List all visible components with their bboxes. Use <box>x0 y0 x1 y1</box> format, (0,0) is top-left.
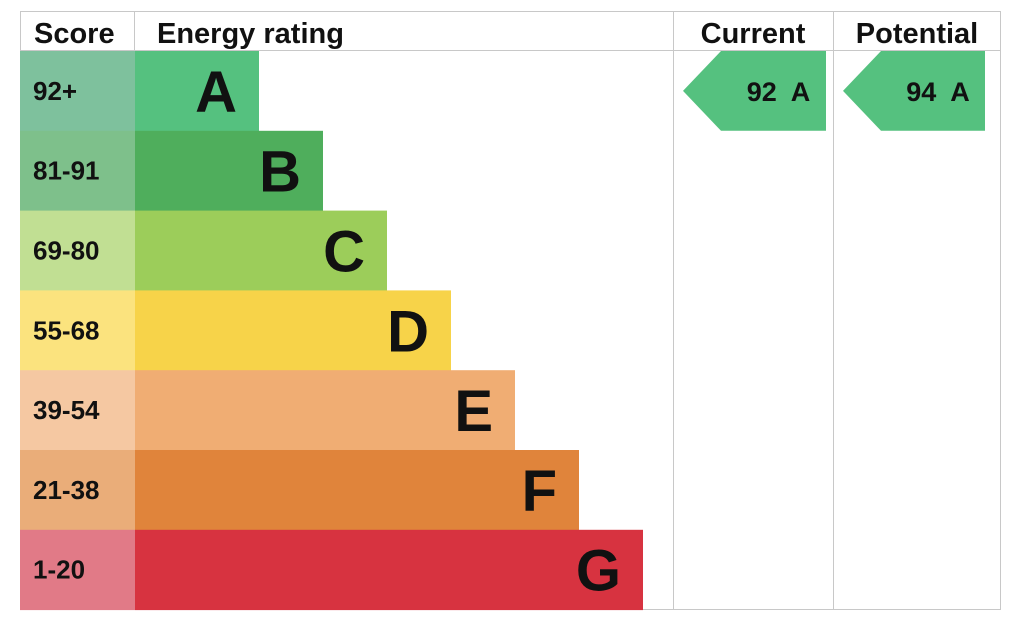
band-letter-c: C <box>323 220 365 285</box>
potential-arrow <box>843 51 985 131</box>
band-letter-b: B <box>259 140 301 205</box>
score-cell-b <box>20 130 135 212</box>
rating-indicators: 92 A 94 A <box>683 51 985 131</box>
score-range-b: 81-91 <box>33 156 100 186</box>
header-energy-rating: Energy rating <box>157 18 344 50</box>
score-range-f: 21-38 <box>33 475 100 505</box>
band-bar-d <box>135 290 451 371</box>
band-bar-f <box>135 450 579 531</box>
band-letter-a: A <box>195 60 237 125</box>
current-value-label: 92 A <box>747 77 811 107</box>
score-range-c: 69-80 <box>33 236 100 266</box>
score-cell-a <box>20 51 135 132</box>
header-current: Current <box>701 18 806 50</box>
header-potential: Potential <box>856 18 978 50</box>
score-range-e: 39-54 <box>33 395 100 425</box>
current-arrow <box>683 51 826 131</box>
score-cell-f <box>20 450 135 531</box>
rating-bands: 92+ A 81-91 B 69-80 C 55-68 D 39-54 E 21-38 F 1-20 G <box>20 51 643 611</box>
score-range-d: 55-68 <box>33 315 100 345</box>
score-range-g: 1-20 <box>33 555 85 585</box>
score-cell-e <box>20 370 135 451</box>
band-letter-d: D <box>387 299 429 364</box>
band-bar-b <box>135 130 323 212</box>
score-cell-g <box>20 529 135 611</box>
score-cell-d <box>20 290 135 371</box>
band-bar-a <box>135 51 259 132</box>
band-letter-e: E <box>454 379 493 444</box>
band-bar-g <box>135 529 643 611</box>
score-cell-c <box>20 210 135 291</box>
band-bar-c <box>135 210 387 291</box>
score-range-a: 92+ <box>33 76 77 106</box>
band-letter-f: F <box>522 459 557 524</box>
header-score: Score <box>34 18 115 50</box>
band-bar-e <box>135 370 515 451</box>
band-letter-g: G <box>576 539 621 604</box>
potential-value-label: 94 A <box>906 77 970 107</box>
